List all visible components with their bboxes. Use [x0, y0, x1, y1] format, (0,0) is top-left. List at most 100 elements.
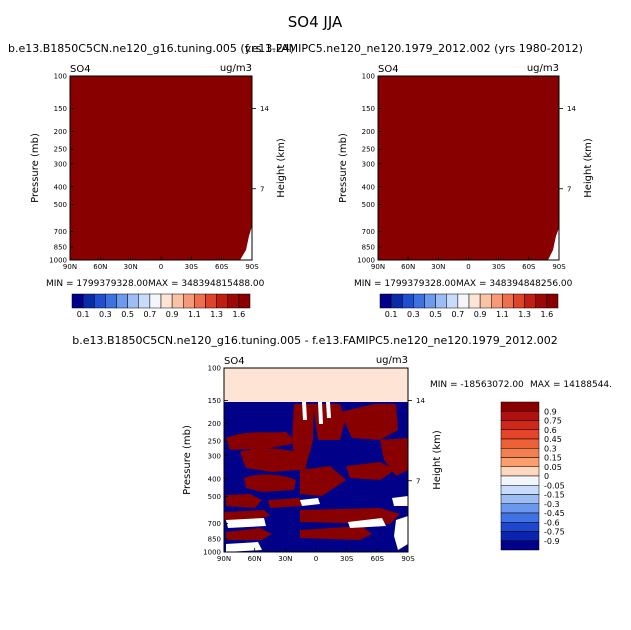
- panel2-ytick-label: 1000: [357, 257, 375, 265]
- colorbar3-swatch: [500, 512, 540, 523]
- panel2-xtick-label: 30S: [492, 263, 506, 271]
- panel3-ytick-label: 1000: [203, 549, 221, 557]
- panel1-plot: SO4 ug/m3 Pressure (mb) Height (km) MIN …: [30, 63, 287, 289]
- colorbar2-swatch: [390, 293, 403, 309]
- colorbar3-swatch: [500, 401, 540, 412]
- colorbar1-label: 1.3: [210, 310, 223, 319]
- colorbar2-swatch: [413, 293, 425, 309]
- panel2-y2label: Height (km): [583, 138, 594, 198]
- panel2-xtick-label: 0: [466, 263, 470, 271]
- panel3-ytick-label: 700: [208, 520, 221, 528]
- panel3-ytick-label: 100: [208, 365, 221, 373]
- colorbar2-swatch: [535, 293, 548, 309]
- colorbar2-swatch: [379, 293, 392, 309]
- panel1-ytick-label: 500: [54, 201, 67, 209]
- panel1-ytick-label: 200: [54, 128, 67, 136]
- panel2-field: [378, 76, 559, 260]
- colorbar2-swatch: [457, 293, 470, 309]
- colorbar1-swatch: [149, 293, 162, 309]
- panel2-ylabel: Pressure (mb): [338, 133, 349, 203]
- colorbar2-swatch: [446, 293, 459, 309]
- panel1-y2tick-label: 14: [260, 105, 269, 113]
- colorbar2-label: 0.1: [385, 310, 398, 319]
- colorbar1-swatch: [116, 293, 128, 309]
- panel1-y2tick-label: 7: [260, 185, 264, 193]
- colorbar2-label: 0.7: [452, 310, 465, 319]
- colorbar3-label: 0.3: [544, 444, 557, 453]
- panel2-xtick-label: 30N: [431, 263, 445, 271]
- colorbar3-label: -0.3: [544, 500, 560, 509]
- panel2-xtick-label: 60S: [522, 263, 536, 271]
- colorbar1-label: 1.1: [188, 310, 201, 319]
- panel1-field: [70, 76, 252, 260]
- colorbar1-swatch: [127, 293, 139, 309]
- panel1-y2label: Height (km): [276, 138, 287, 198]
- panel1-ytick-label: 250: [54, 146, 67, 154]
- colorbar1-swatch: [227, 293, 240, 309]
- panel1-units: ug/m3: [220, 63, 252, 74]
- colorbar3-label: 0.45: [544, 435, 562, 444]
- colorbar1-swatch: [71, 293, 84, 309]
- colorbar3-swatch: [500, 448, 540, 458]
- colorbar3-label: 0.05: [544, 463, 562, 472]
- panel2-ytick-label: 250: [362, 146, 375, 154]
- panel2-ytick-label: 150: [362, 105, 375, 113]
- colorbar1-swatch: [194, 293, 206, 309]
- panel3-units: ug/m3: [376, 355, 408, 366]
- colorbar3-label: -0.45: [544, 509, 565, 518]
- panel3-y2label: Height (km): [432, 430, 443, 490]
- colorbar3-label: 0.15: [544, 454, 562, 463]
- colorbar3-swatch: [500, 475, 540, 486]
- panel1-min: MIN = 1799379328.00: [46, 279, 148, 289]
- panel2-ytick-label: 200: [362, 128, 375, 136]
- colorbar3-swatch: [500, 494, 540, 504]
- colorbar1-label: 1.6: [233, 310, 246, 319]
- panel1-ytick-label: 850: [54, 244, 67, 252]
- panel3-corner-label: SO4: [224, 356, 245, 367]
- panel3-ytick-label: 250: [208, 438, 221, 446]
- panel3-subtitle: b.e13.B1850C5CN.ne120_g16.tuning.005 - f…: [72, 334, 557, 347]
- panel2-xtick-label: 90S: [552, 263, 566, 271]
- panel3-white-regions: [226, 402, 408, 552]
- colorbar1-swatch: [138, 293, 151, 309]
- panel2-ytick-label: 850: [362, 244, 375, 252]
- colorbar1-label: 0.1: [77, 310, 90, 319]
- colorbar2-label: 1.3: [518, 310, 531, 319]
- panel3-xtick-label: 60S: [371, 555, 385, 563]
- panel2-subtitle: f.e13.FAMIPC5.ne120_ne120.1979_2012.002 …: [245, 42, 583, 55]
- panel1-subtitle: b.e13.B1850C5CN.ne120_g16.tuning.005 (yr…: [8, 42, 294, 55]
- colorbar2-swatch: [424, 293, 436, 309]
- panel1-ylabel: Pressure (mb): [30, 133, 41, 203]
- panel2-units: ug/m3: [527, 63, 559, 74]
- panel3-y2tick-label: 7: [416, 477, 420, 485]
- panel3-xtick-label: 30S: [340, 555, 354, 563]
- colorbar1-swatch: [205, 293, 217, 309]
- panel1-xtick-label: 30S: [185, 263, 199, 271]
- colorbar1-label: 0.3: [99, 310, 112, 319]
- panel3-ytick-label: 500: [208, 493, 221, 501]
- colorbar2-swatch: [491, 293, 503, 309]
- colorbar2-label: 1.6: [541, 310, 554, 319]
- colorbar3-swatch: [500, 438, 540, 449]
- panel1-xtick-label: 90N: [63, 263, 77, 271]
- colorbar2-label: 0.9: [474, 310, 487, 319]
- colorbar1-swatch: [238, 293, 251, 309]
- panel3-xtick-label: 60N: [248, 555, 262, 563]
- panel3-ytick-label: 400: [208, 475, 221, 483]
- colorbar3-label: -0.75: [544, 528, 565, 537]
- panel2-min: MIN = 1799379328.00: [354, 279, 456, 289]
- colorbar3-label: 0.9: [544, 407, 557, 416]
- panel2-xtick-label: 90N: [371, 263, 385, 271]
- panel1-ytick-label: 1000: [49, 257, 67, 265]
- panel3-xtick-label: 30N: [278, 555, 292, 563]
- colorbar1-label: 0.7: [144, 310, 157, 319]
- panel2-y2tick-label: 7: [567, 185, 571, 193]
- panel3-ytick-label: 300: [208, 452, 221, 460]
- colorbar2-label: 0.3: [407, 310, 420, 319]
- colorbar2-label: 0.5: [429, 310, 442, 319]
- panel1-xtick-label: 30N: [124, 263, 138, 271]
- colorbar1-swatch: [171, 293, 184, 309]
- colorbar3-label: -0.15: [544, 491, 565, 500]
